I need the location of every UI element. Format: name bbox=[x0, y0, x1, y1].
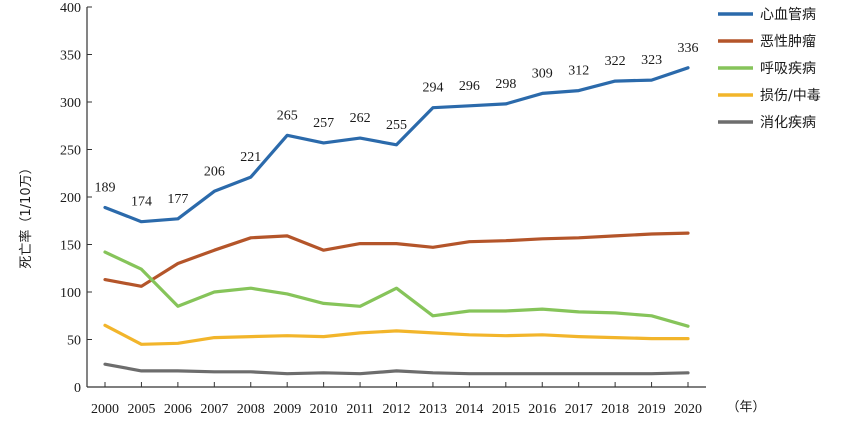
data-label: 312 bbox=[568, 64, 589, 79]
series-line bbox=[103, 66, 690, 224]
legend-label: 心血管病 bbox=[760, 7, 816, 23]
y-tick-label: 150 bbox=[60, 239, 81, 254]
data-label: 298 bbox=[495, 77, 516, 92]
data-label: 174 bbox=[131, 195, 152, 210]
x-tick-label: 2007 bbox=[200, 402, 228, 417]
y-tick-label: 200 bbox=[60, 191, 81, 206]
data-label: 296 bbox=[459, 79, 480, 94]
series-line bbox=[103, 250, 690, 328]
data-label: 294 bbox=[422, 81, 443, 96]
y-tick-label: 400 bbox=[60, 1, 81, 16]
data-label: 262 bbox=[350, 111, 371, 126]
y-tick-label: 300 bbox=[60, 96, 81, 111]
y-tick-label: 350 bbox=[60, 49, 81, 64]
x-tick-label: 2016 bbox=[528, 402, 556, 417]
y-tick-label: 100 bbox=[60, 286, 81, 301]
data-label: 323 bbox=[641, 53, 662, 68]
x-tick-label: 2018 bbox=[601, 402, 629, 417]
data-label: 206 bbox=[204, 164, 225, 179]
data-label: 189 bbox=[95, 180, 116, 195]
data-label: 265 bbox=[277, 108, 298, 123]
series-line bbox=[103, 362, 690, 376]
data-label: 309 bbox=[532, 66, 553, 81]
axes: 0 50 100 150 200 250 300 350 400 2000 2005 2006 2007… bbox=[60, 1, 706, 417]
x-tick-label: 2012 bbox=[383, 402, 411, 417]
x-tick-label: 2008 bbox=[237, 402, 265, 417]
x-tick-label: 2009 bbox=[273, 402, 301, 417]
x-tick-label: 2019 bbox=[638, 402, 666, 417]
data-label: 257 bbox=[313, 116, 334, 131]
x-tick-label: 2005 bbox=[127, 402, 155, 417]
legend-label: 恶性肿瘤 bbox=[760, 33, 816, 50]
data-label: 336 bbox=[678, 41, 699, 56]
data-label: 177 bbox=[167, 192, 188, 207]
x-tick-label: 2014 bbox=[455, 402, 483, 417]
legend-label: 消化疾病 bbox=[760, 115, 816, 131]
x-tick-label: 2020 bbox=[674, 402, 702, 417]
series-line bbox=[103, 323, 690, 346]
y-tick-label: 50 bbox=[67, 334, 81, 349]
data-label: 322 bbox=[605, 54, 626, 69]
x-tick-label: 2010 bbox=[310, 402, 338, 417]
y-tick-label: 0 bbox=[74, 381, 81, 396]
legend-label: 呼吸疾病 bbox=[760, 61, 816, 77]
legend-label: 损伤/中毒 bbox=[760, 88, 821, 104]
x-axis-title: （年） bbox=[726, 400, 765, 415]
x-tick-label: 2013 bbox=[419, 402, 447, 417]
series-line bbox=[103, 231, 690, 288]
series-layer bbox=[103, 66, 690, 376]
x-tick-label: 2015 bbox=[492, 402, 520, 417]
x-tick-label: 2000 bbox=[91, 402, 119, 417]
x-tick-label: 2006 bbox=[164, 402, 192, 417]
y-axis-title: 死亡率（1/10万） bbox=[18, 161, 34, 268]
data-label: 255 bbox=[386, 118, 407, 133]
data-labels: 189 174 177 206 221 265 257 262 255 294 296 298 309 3… bbox=[95, 41, 699, 210]
x-tick-label: 2017 bbox=[565, 402, 593, 417]
x-tick-label: 2011 bbox=[346, 402, 373, 417]
y-tick-label: 250 bbox=[60, 144, 81, 159]
data-label: 221 bbox=[240, 150, 261, 165]
